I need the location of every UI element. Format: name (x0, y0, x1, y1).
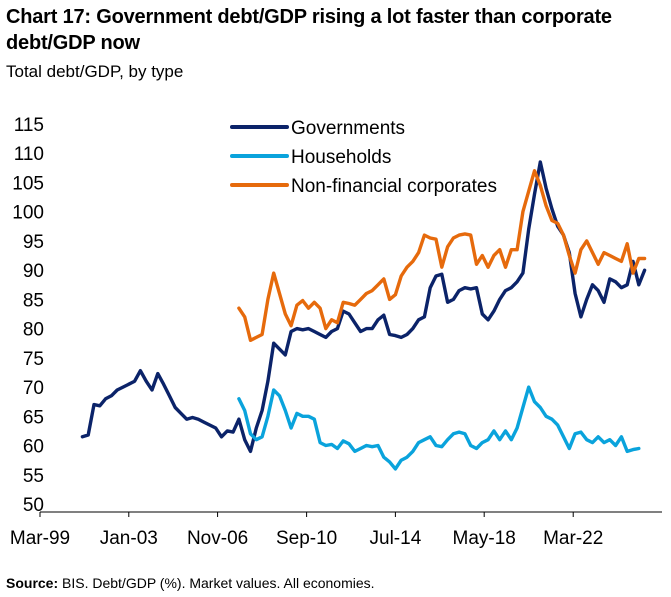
legend-label: Governments (291, 118, 405, 139)
y-tick-label: 105 (12, 173, 44, 194)
y-tick-label: 110 (14, 144, 44, 165)
source-label: Source: (6, 575, 59, 591)
legend-label: Households (291, 147, 391, 168)
series-line-households (237, 385, 641, 471)
y-tick-label: 115 (14, 115, 44, 136)
y-tick-label: 100 (12, 203, 44, 224)
series-line-governments (80, 160, 647, 454)
y-tick-label: 95 (23, 232, 44, 253)
x-tick-label: Jul-14 (370, 528, 422, 549)
y-tick-label: 90 (23, 261, 44, 282)
source-text: BIS. Debt/GDP (%). Market values. All ec… (58, 575, 375, 591)
y-tick-label: 70 (23, 378, 44, 399)
x-tick-label: Jan-03 (100, 528, 158, 549)
legend-label: Non-financial corporates (291, 176, 497, 197)
chart-source: Source: BIS. Debt/GDP (%). Market values… (6, 575, 375, 591)
y-tick-label: 85 (23, 290, 44, 311)
x-tick-label: Mar-99 (10, 528, 70, 549)
y-tick-label: 80 (23, 320, 44, 341)
x-axis: Mar-99 Jan-03 Nov-06 Sep-10 Jul-14 May-18 Mar-… (10, 511, 662, 549)
y-tick-label: 75 (23, 349, 44, 370)
y-tick-label: 50 (23, 495, 44, 516)
x-tick-label: Nov-06 (187, 528, 248, 549)
x-tick-label: Mar-22 (543, 528, 603, 549)
y-axis: 50 55 60 65 70 75 80 85 90 95 100 105 110 115 (12, 115, 44, 516)
x-tick-label: Sep-10 (276, 528, 337, 549)
series-line-non-financial-corporates (237, 169, 647, 342)
x-tick-label: May-18 (453, 528, 516, 549)
series-layer (80, 160, 647, 471)
chart-title: Chart 17: Government debt/GDP rising a l… (6, 6, 612, 54)
y-tick-label: 60 (23, 437, 44, 458)
legend: Governments Households Non-financial corpo… (230, 118, 497, 197)
y-tick-label: 55 (23, 466, 44, 487)
y-tick-label: 65 (23, 407, 44, 428)
chart-subtitle: Total debt/GDP, by type (6, 62, 184, 81)
